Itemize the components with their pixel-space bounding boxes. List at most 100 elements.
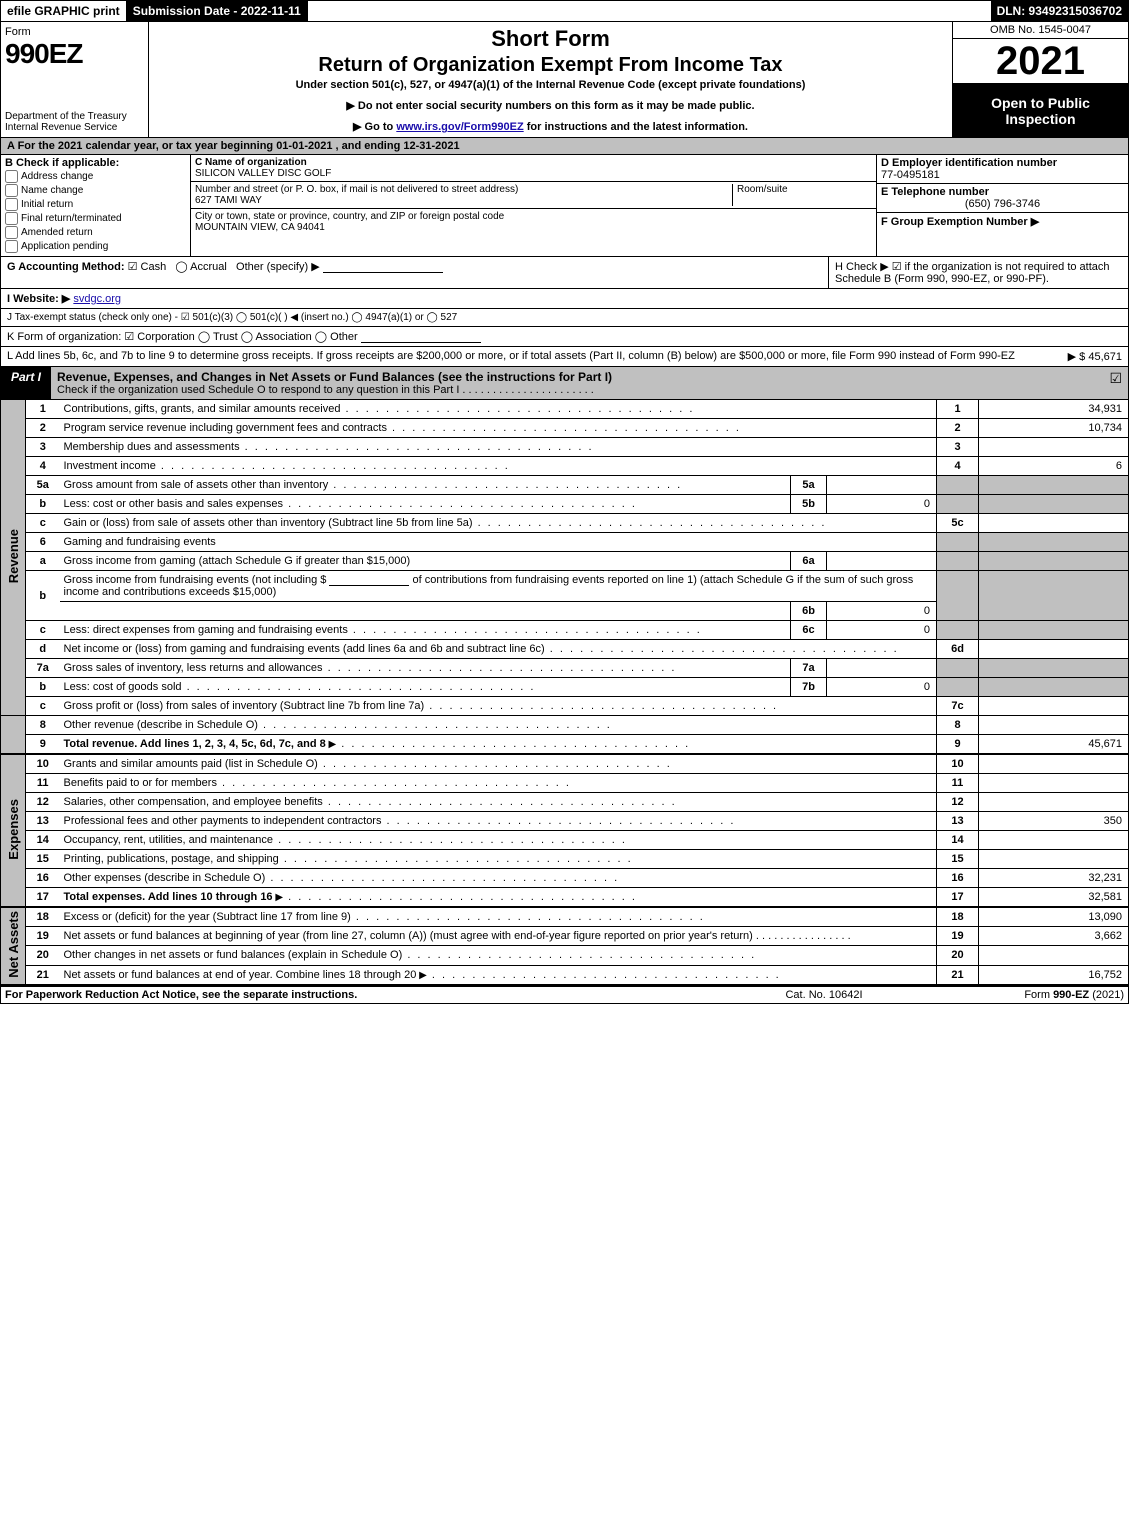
g-accrual[interactable]: Accrual [190,261,227,273]
line-6-desc: Gaming and fundraising events [64,536,216,548]
line-6b-desc1: Gross income from fundraising events (no… [64,574,327,586]
part-1-tag: Part I [1,367,51,399]
telephone-value: (650) 796-3746 [881,198,1124,210]
ein-value: 77-0495181 [881,169,940,181]
line-19-value: 3,662 [979,927,1129,946]
line-5b-value: 0 [827,495,937,514]
header-center: Short Form Return of Organization Exempt… [149,22,953,137]
line-6c-value: 0 [827,621,937,640]
footer-left: For Paperwork Reduction Act Notice, see … [5,989,724,1001]
line-13-value: 350 [979,812,1129,831]
warning-goto: ▶ Go to www.irs.gov/Form990EZ for instru… [155,120,946,133]
header-right: OMB No. 1545-0047 2021 Open to Public In… [953,22,1128,137]
line-7a-value [827,659,937,678]
title-main: Return of Organization Exempt From Incom… [155,54,946,77]
line-6d-value [979,640,1129,659]
line-g: G Accounting Method: ☑ Cash ◯ Accrual Ot… [1,257,828,288]
line-8-desc: Other revenue (describe in Schedule O) [64,719,258,731]
line-20-value [979,946,1129,965]
line-6c-desc: Less: direct expenses from gaming and fu… [64,624,348,636]
line-15-desc: Printing, publications, postage, and shi… [64,853,279,865]
title-short-form: Short Form [155,26,946,52]
line-3-desc: Membership dues and assessments [64,441,240,453]
line-7b-desc: Less: cost of goods sold [64,681,182,693]
line-5c-desc: Gain or (loss) from sale of assets other… [64,517,473,529]
org-street: 627 TAMI WAY [195,195,262,206]
line-k: K Form of organization: ☑ Corporation ◯ … [0,327,1129,347]
cb-address-change[interactable]: Address change [5,170,186,183]
line-4-value: 6 [979,457,1129,476]
line-6a-desc: Gross income from gaming (attach Schedul… [64,555,411,567]
line-13-desc: Professional fees and other payments to … [64,815,382,827]
line-9-desc: Total revenue. Add lines 1, 2, 3, 4, 5c,… [64,738,326,750]
side-expenses: Expenses [1,754,26,907]
line-12-value [979,793,1129,812]
form-number: 990EZ [5,38,144,70]
line-6d-desc: Net income or (loss) from gaming and fun… [64,643,545,655]
line-16-value: 32,231 [979,869,1129,888]
cb-name-change[interactable]: Name change [5,184,186,197]
row-a-calendar-year: A For the 2021 calendar year, or tax yea… [0,138,1129,155]
line-9-value: 45,671 [979,735,1129,755]
line-12-desc: Salaries, other compensation, and employ… [64,796,323,808]
row-g-h: G Accounting Method: ☑ Cash ◯ Accrual Ot… [0,257,1129,289]
part-1-title: Revenue, Expenses, and Changes in Net As… [57,370,612,384]
line-4-desc: Investment income [64,460,156,472]
cb-amended-return[interactable]: Amended return [5,226,186,239]
form-word: Form [5,26,144,38]
line-18-desc: Excess or (deficit) for the year (Subtra… [64,911,351,923]
line-15-value [979,850,1129,869]
box-c: C Name of organization SILICON VALLEY DI… [191,155,876,257]
form-header: Form 990EZ Department of the Treasury In… [0,22,1129,138]
line-10-value [979,754,1129,774]
line-l-text: L Add lines 5b, 6c, and 7b to line 9 to … [7,350,1060,363]
line-7b-value: 0 [827,678,937,697]
box-b: B Check if applicable: Address change Na… [1,155,191,257]
box-b-label: B Check if applicable: [5,157,119,169]
org-name: SILICON VALLEY DISC GOLF [195,168,331,179]
line-7c-desc: Gross profit or (loss) from sales of inv… [64,700,425,712]
line-7a-desc: Gross sales of inventory, less returns a… [64,662,323,674]
open-to-public: Open to Public Inspection [953,84,1128,137]
page-footer: For Paperwork Reduction Act Notice, see … [0,985,1129,1004]
line-6b-value: 0 [827,602,937,621]
line-10-desc: Grants and similar amounts paid (list in… [64,758,318,770]
c-name-label: C Name of organization [195,157,307,168]
efile-print[interactable]: efile GRAPHIC print [1,1,127,21]
warning-ssn: ▶ Do not enter social security numbers o… [155,99,946,112]
line-6a-value [827,552,937,571]
line-14-desc: Occupancy, rent, utilities, and maintena… [64,834,274,846]
department-label: Department of the Treasury Internal Reve… [5,111,144,133]
g-other[interactable]: Other (specify) ▶ [236,261,320,273]
line-21-desc: Net assets or fund balances at end of ye… [64,969,417,981]
line-1-desc: Contributions, gifts, grants, and simila… [64,403,341,415]
submission-date: Submission Date - 2022-11-11 [127,1,308,21]
g-cash[interactable]: Cash [141,261,167,273]
website-link[interactable]: svdgc.org [73,293,121,305]
cb-initial-return[interactable]: Initial return [5,198,186,211]
room-suite-label: Room/suite [732,184,872,206]
footer-cat-no: Cat. No. 10642I [724,989,924,1001]
part-1-table: Revenue 1 Contributions, gifts, grants, … [0,400,1129,985]
part-1-sub: Check if the organization used Schedule … [57,384,459,396]
part-1-checkbox[interactable]: ☑ [1103,367,1128,399]
side-revenue: Revenue [1,400,26,716]
line-8-value [979,716,1129,735]
cb-final-return[interactable]: Final return/terminated [5,212,186,225]
line-20-desc: Other changes in net assets or fund bala… [64,949,403,961]
line-i: I Website: ▶ svdgc.org [0,289,1129,309]
tax-year: 2021 [953,39,1128,84]
part-1-header: Part I Revenue, Expenses, and Changes in… [0,367,1129,400]
line-5b-desc: Less: cost or other basis and sales expe… [64,498,284,510]
line-3-value [979,438,1129,457]
info-grid: B Check if applicable: Address change Na… [0,155,1129,257]
line-7c-value [979,697,1129,716]
line-2-desc: Program service revenue including govern… [64,422,387,434]
side-net-assets: Net Assets [1,907,26,984]
line-18-value: 13,090 [979,907,1129,927]
cb-application-pending[interactable]: Application pending [5,240,186,253]
omb-number: OMB No. 1545-0047 [953,22,1128,39]
subtitle: Under section 501(c), 527, or 4947(a)(1)… [155,79,946,91]
irs-link[interactable]: www.irs.gov/Form990EZ [396,121,523,133]
line-l-amount: ▶ $ 45,671 [1060,350,1122,363]
